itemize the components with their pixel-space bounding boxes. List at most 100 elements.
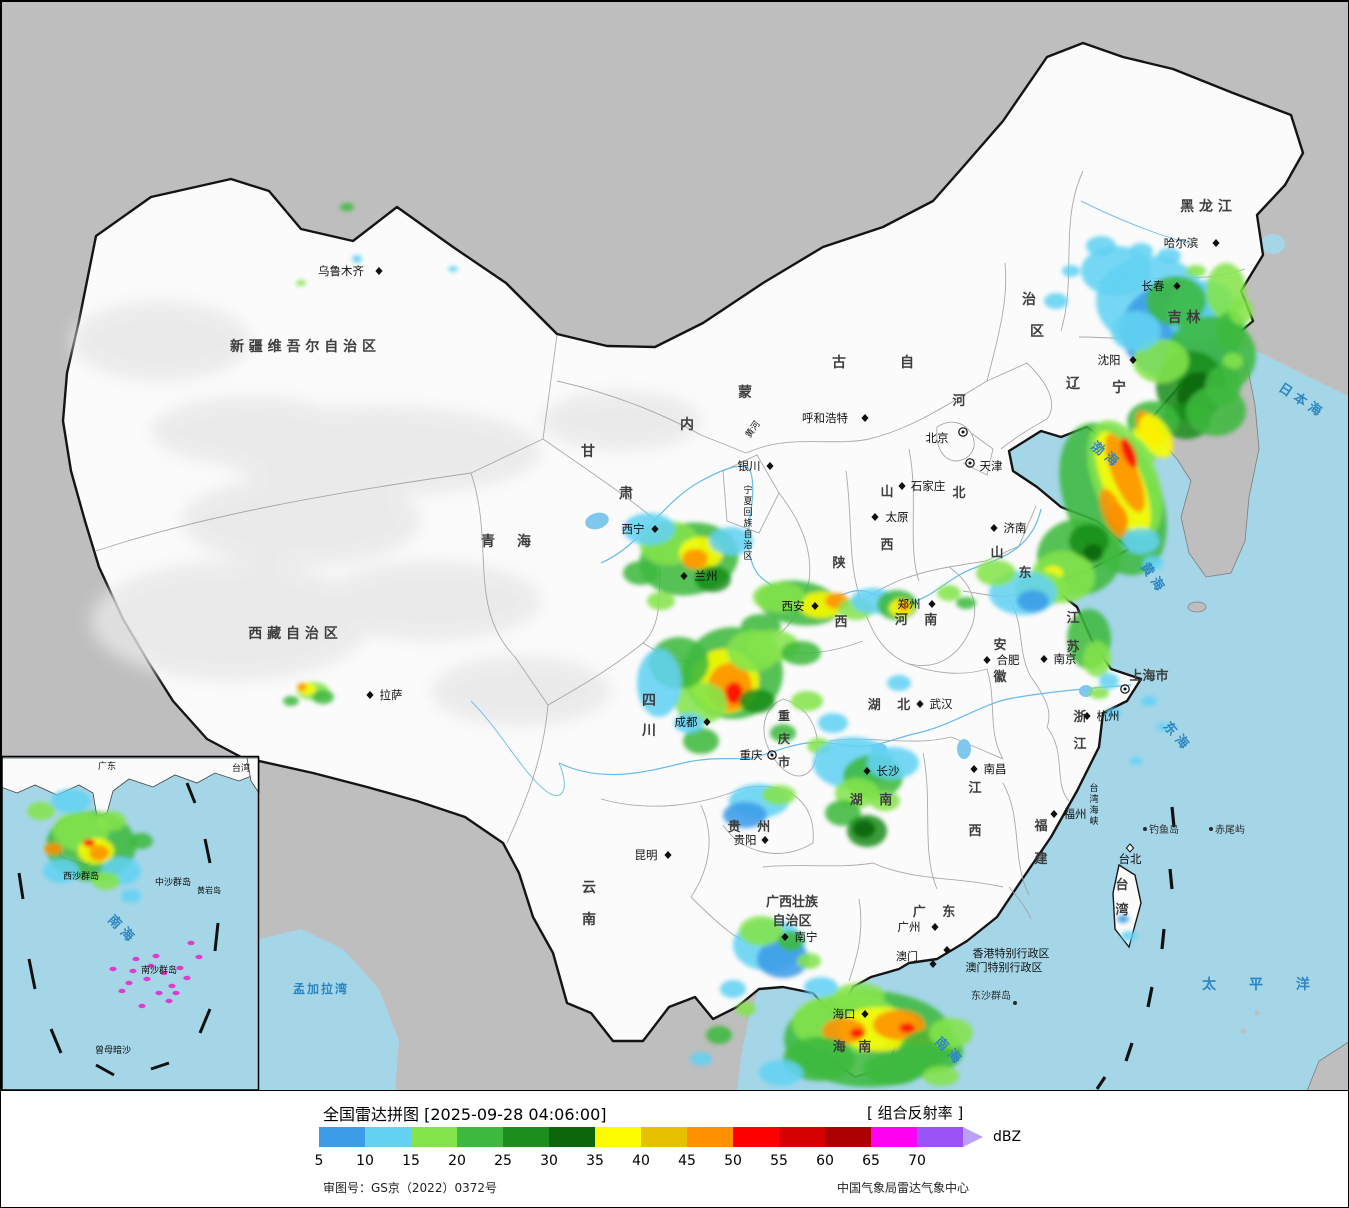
province-label: 黑 龙 江: [1180, 198, 1232, 215]
city-label: 西宁: [622, 522, 645, 536]
reef-mark: [165, 998, 173, 1004]
colorbar-value: 65: [862, 1153, 880, 1169]
capital-marker-dot-icon: [968, 461, 972, 465]
city-marker-diamond-icon: [375, 267, 383, 275]
reef-mark: [147, 963, 155, 969]
city-marker-diamond-icon: [931, 923, 939, 931]
city-marker-diamond-icon: [983, 656, 991, 664]
radar-echo: [706, 1026, 732, 1044]
reef-mark: [129, 968, 137, 974]
island-dot-icon: [1209, 827, 1213, 831]
inset-label: 黄岩岛: [197, 885, 221, 895]
province-label: 蒙: [738, 384, 752, 401]
radar-echo: [762, 785, 796, 805]
radar-echo: [1083, 641, 1111, 677]
nine-dash-line: [1095, 806, 1176, 1090]
colorbar-value: 10: [356, 1153, 374, 1169]
capital-marker-ring-icon: [965, 458, 975, 468]
province-label: 徽: [992, 669, 1007, 685]
city-label: 昆明: [635, 848, 658, 862]
city-label: 哈尔滨: [1164, 236, 1199, 250]
colorbar-value: 35: [586, 1153, 604, 1169]
inset-radar-echo-layer: [27, 789, 153, 903]
radar-echo: [283, 696, 299, 706]
colorbar-value: 5: [314, 1153, 324, 1169]
province-label: 江: [1073, 736, 1086, 752]
province-label: 庆: [777, 731, 790, 746]
city-label: 合肥: [997, 653, 1020, 667]
city-marker-diamond-icon: [811, 602, 819, 610]
province-label: 自: [900, 354, 914, 371]
radar-echo: [674, 713, 704, 733]
province-label: 辽: [1066, 376, 1081, 392]
city-label: 石家庄: [911, 479, 946, 493]
province-label: 广西壮族: [766, 894, 819, 910]
colorbar-value: 60: [816, 1153, 834, 1169]
city-label: 银川: [738, 459, 761, 473]
city-label: 成都: [675, 715, 698, 729]
colorbar-seg-35: [595, 1127, 641, 1147]
reef-mark: [160, 970, 168, 976]
city-marker-diamond-icon: [943, 946, 951, 954]
province-label: 河 南: [895, 612, 944, 628]
province-label: 青: [481, 533, 495, 550]
radar-echo: [623, 561, 659, 585]
province-label: 四: [642, 693, 656, 709]
city-marker-diamond-icon: [928, 600, 936, 608]
map-annotation: 香港特别行政区: [973, 946, 1050, 960]
radar-echo: [739, 916, 783, 946]
batanes-islet: [1240, 1028, 1246, 1034]
city-label: 南昌: [984, 762, 1007, 776]
dbz-unit-label: dBZ: [993, 1129, 1022, 1145]
city-label: 呼和浩特: [802, 411, 848, 425]
radar-echo: [1223, 353, 1243, 369]
colorbar-seg-70: [917, 1127, 963, 1147]
colorbar-value: 55: [770, 1153, 788, 1169]
radar-echo: [850, 1028, 864, 1038]
radar-echo: [1156, 723, 1170, 731]
province-label: 自治区: [772, 913, 811, 929]
city-label: 武汉: [930, 697, 953, 711]
city-label: 郑州: [898, 597, 921, 611]
city-marker-diamond-icon: [916, 700, 924, 708]
radar-echo: [690, 1052, 712, 1066]
province-label: 西: [968, 824, 981, 839]
colorbar-seg-45: [687, 1127, 733, 1147]
radar-echo: [1229, 297, 1253, 325]
colorbar-values: 5 10 15 20 25 30 35 40 45 50 55 60 65 70: [296, 1153, 940, 1169]
reef-mark: [152, 953, 160, 959]
colorbar-value: 25: [494, 1153, 512, 1169]
province-label: 苏: [1066, 639, 1079, 655]
radar-echo: [96, 811, 126, 831]
radar-echo: [1083, 544, 1103, 562]
radar-echo: [818, 713, 848, 733]
poyang-lake: [957, 739, 971, 759]
province-label: 甘: [581, 443, 595, 460]
radar-echo: [976, 560, 1016, 586]
city-marker-diamond-icon: [366, 691, 374, 699]
province-label: 北: [952, 486, 965, 501]
city-label: 天津: [980, 459, 1003, 473]
reef-mark: [118, 988, 126, 994]
city-label: 重庆: [740, 748, 763, 762]
province-label: 市: [778, 754, 790, 769]
island-dot-icon: [1143, 827, 1147, 831]
radar-echo: [833, 983, 885, 1009]
province-label: 福: [1033, 818, 1047, 834]
island-label: 钓鱼岛: [1149, 823, 1179, 836]
province-label: 湖 北: [868, 698, 917, 713]
city-marker-diamond-icon: [863, 767, 871, 775]
radar-echo: [129, 833, 153, 849]
capital-marker-ring-icon: [767, 750, 777, 760]
city-marker-diamond-icon: [761, 836, 769, 844]
colorbar-seg-15: [411, 1127, 457, 1147]
terrain-shading: [71, 301, 701, 726]
inset-label: 中沙群岛: [155, 876, 191, 888]
radar-echo: [296, 280, 306, 286]
city-marker-diamond-icon: [651, 525, 659, 533]
inset-label: 南沙群岛: [141, 964, 177, 976]
capital-marker-ring-icon: [958, 427, 968, 437]
province-label: 重: [778, 708, 790, 723]
bay-of-bengal: [259, 929, 399, 1091]
